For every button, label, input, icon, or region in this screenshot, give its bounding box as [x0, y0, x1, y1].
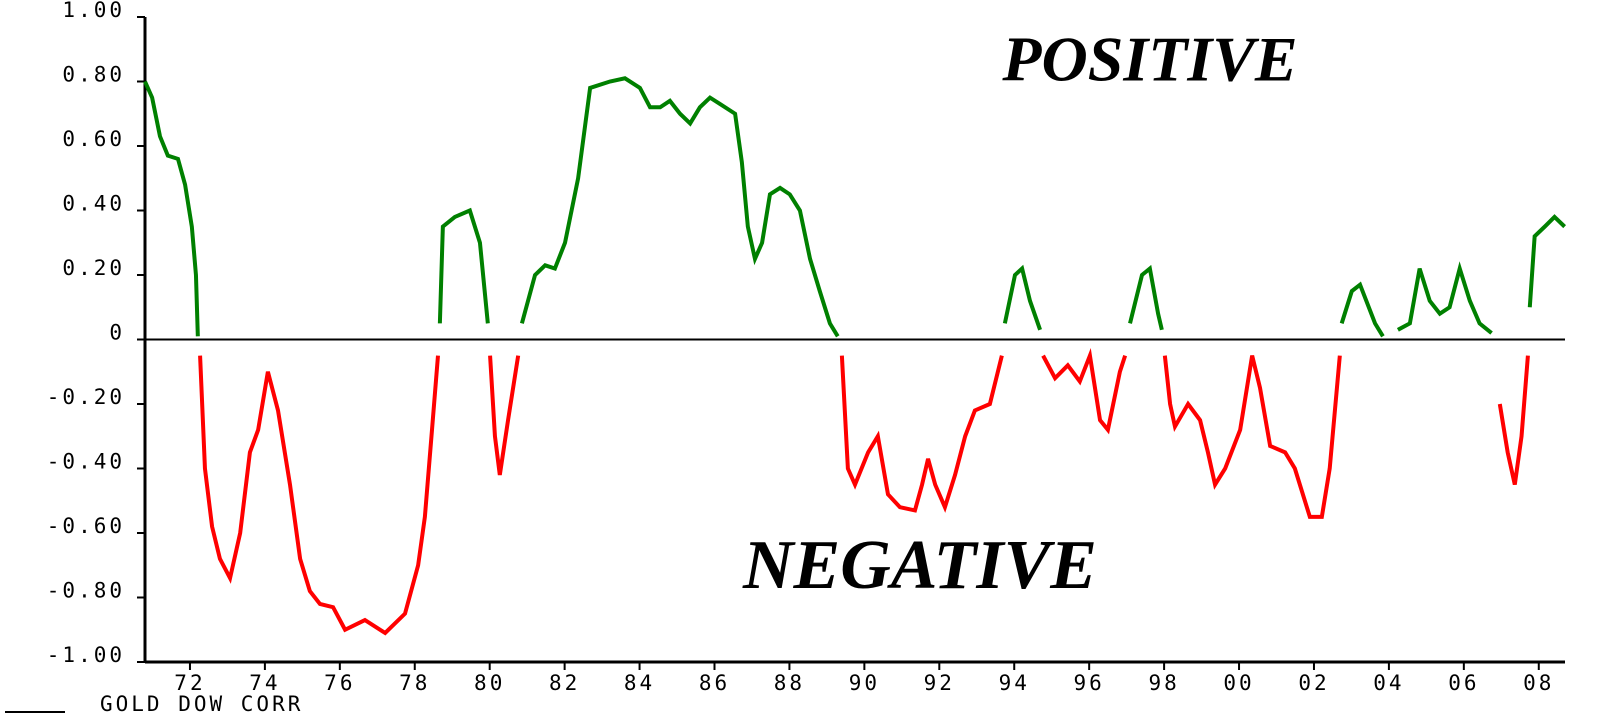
line: [519, 76, 840, 338]
line: [1497, 355, 1530, 486]
x-tick-label: 92: [924, 671, 955, 695]
line: [1396, 261, 1493, 335]
x-tick-label: 90: [849, 671, 880, 695]
y-tick-label: 0.40: [62, 192, 125, 216]
y-tick-label: -0.20: [47, 385, 125, 409]
line: [1527, 214, 1567, 308]
x-tick-label: 88: [774, 671, 805, 695]
annotation: NEGATIVE: [742, 527, 1097, 604]
line: [1002, 264, 1042, 331]
x-tick-label: 06: [1448, 671, 1479, 695]
legend-label: GOLD DOW CORR: [100, 692, 303, 716]
annotation: POSITIVE: [1001, 24, 1297, 95]
y-tick-label: -1.00: [47, 643, 125, 667]
y-tick-label: 1.00: [62, 0, 125, 22]
y-tick-label: -0.40: [47, 450, 125, 474]
x-tick-label: 94: [999, 671, 1030, 695]
line: [198, 355, 440, 636]
line: [143, 80, 200, 337]
x-tick-label: 04: [1373, 671, 1404, 695]
line: [1339, 281, 1385, 338]
line: [1128, 264, 1164, 331]
line: [488, 355, 521, 476]
x-tick-label: 00: [1223, 671, 1254, 695]
y-tick-label: -0.60: [47, 514, 125, 538]
y-tick-label: 0.60: [62, 127, 125, 151]
x-tick-label: 72: [174, 671, 205, 695]
y-tick-label: 0: [109, 321, 125, 345]
x-tick-label: 02: [1298, 671, 1329, 695]
x-tick-label: 86: [699, 671, 730, 695]
x-tick-label: 78: [399, 671, 430, 695]
y-tick-label: 0.80: [62, 63, 125, 87]
x-tick-label: 84: [624, 671, 655, 695]
x-tick-label: 80: [474, 671, 505, 695]
x-tick-label: 76: [324, 671, 355, 695]
y-tick-label: 0.20: [62, 256, 125, 280]
x-tick-label: 98: [1148, 671, 1179, 695]
x-tick-label: 96: [1074, 671, 1105, 695]
line: [839, 355, 1004, 513]
y-tick-label: -0.80: [47, 579, 125, 603]
line: [437, 207, 490, 324]
line: [1041, 348, 1128, 435]
line: [1162, 355, 1342, 519]
x-tick-label: 74: [249, 671, 280, 695]
x-tick-label: 82: [549, 671, 580, 695]
x-tick-label: 08: [1523, 671, 1554, 695]
